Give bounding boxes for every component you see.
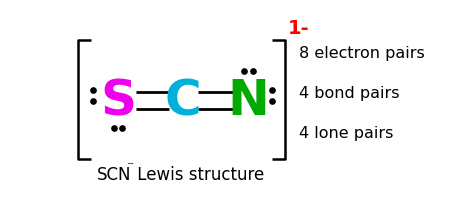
Text: 4 bond pairs: 4 bond pairs: [299, 85, 400, 100]
Text: S: S: [100, 77, 136, 125]
Text: SCN: SCN: [96, 165, 131, 183]
Text: C: C: [165, 77, 202, 125]
Text: N: N: [227, 77, 269, 125]
Text: Lewis structure: Lewis structure: [132, 165, 264, 183]
Text: 4 lone pairs: 4 lone pairs: [299, 125, 393, 140]
Text: 1-: 1-: [288, 19, 310, 37]
Text: ⁻: ⁻: [127, 160, 134, 174]
Text: 8 electron pairs: 8 electron pairs: [299, 46, 425, 61]
